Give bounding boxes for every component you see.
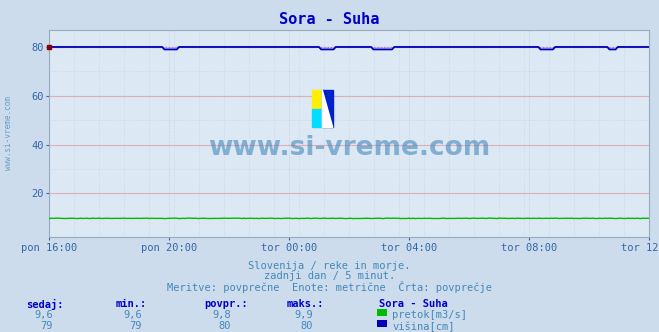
Bar <box>312 109 322 127</box>
Text: www.si-vreme.com: www.si-vreme.com <box>4 96 13 170</box>
Polygon shape <box>322 90 333 127</box>
Text: pretok[m3/s]: pretok[m3/s] <box>392 310 467 320</box>
Text: Slovenija / reke in morje.: Slovenija / reke in morje. <box>248 261 411 271</box>
Text: 9,6: 9,6 <box>34 310 53 320</box>
Text: www.si-vreme.com: www.si-vreme.com <box>208 135 490 161</box>
Text: zadnji dan / 5 minut.: zadnji dan / 5 minut. <box>264 271 395 281</box>
Text: 80: 80 <box>218 321 231 331</box>
Text: 9,9: 9,9 <box>295 310 313 320</box>
Text: maks.:: maks.: <box>287 299 324 309</box>
Text: povpr.:: povpr.: <box>204 299 248 309</box>
Bar <box>322 90 333 127</box>
Text: 9,8: 9,8 <box>212 310 231 320</box>
Text: 79: 79 <box>40 321 53 331</box>
Bar <box>312 90 322 109</box>
Text: 79: 79 <box>129 321 142 331</box>
Text: 80: 80 <box>301 321 313 331</box>
Text: sedaj:: sedaj: <box>26 299 64 310</box>
Text: Meritve: povprečne  Enote: metrične  Črta: povprečje: Meritve: povprečne Enote: metrične Črta:… <box>167 281 492 292</box>
Text: Sora - Suha: Sora - Suha <box>379 299 447 309</box>
Text: 9,6: 9,6 <box>123 310 142 320</box>
Text: min.:: min.: <box>115 299 146 309</box>
Text: višina[cm]: višina[cm] <box>392 321 455 332</box>
Text: Sora - Suha: Sora - Suha <box>279 12 380 27</box>
